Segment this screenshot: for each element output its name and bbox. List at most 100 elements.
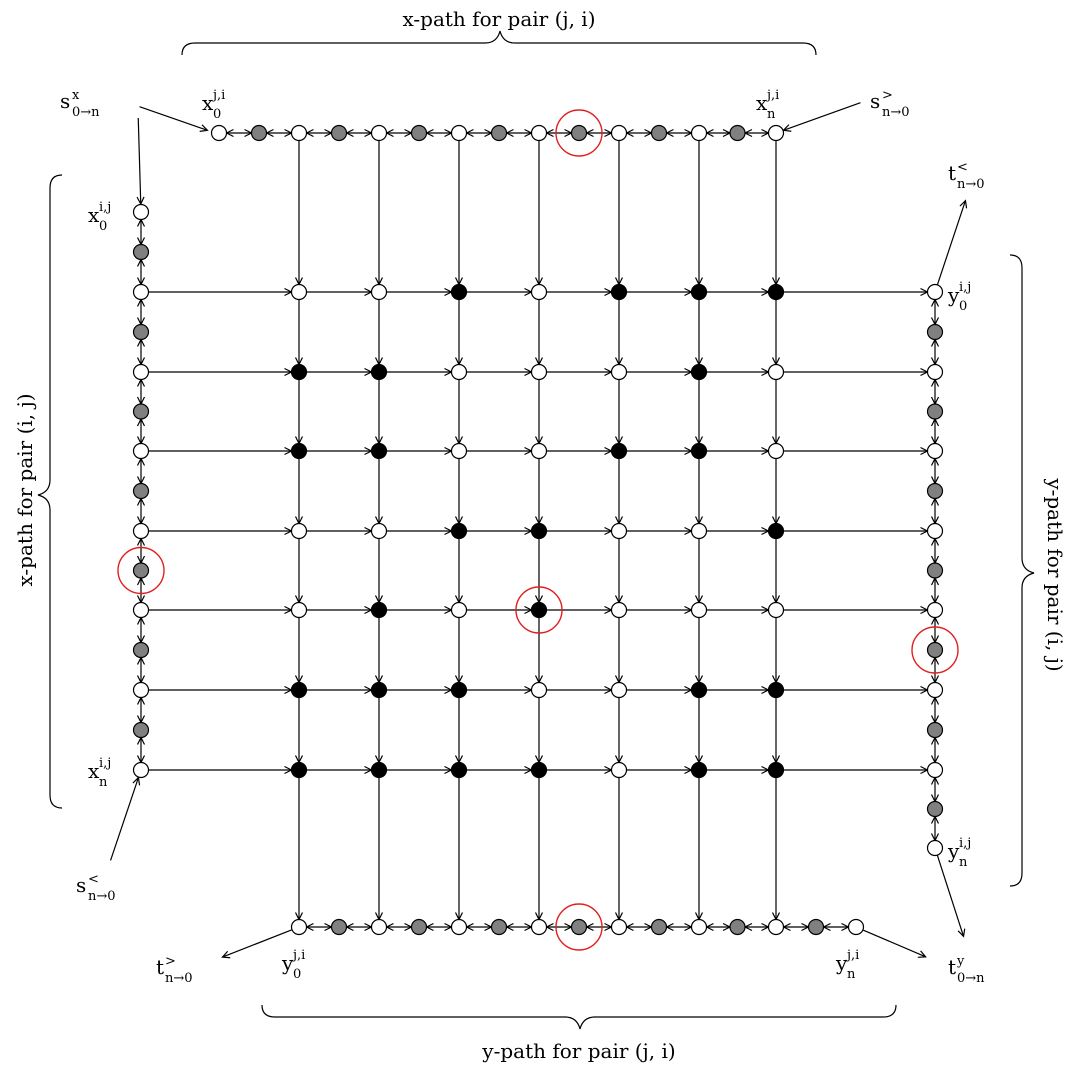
bottom-path-node-3 [530,918,548,936]
grid-node-r0-c1 [370,283,388,301]
svg-text:0: 0 [959,299,967,314]
svg-text:n→0: n→0 [165,971,193,986]
svg-text:n: n [767,107,776,122]
left-path-node-3 [132,442,150,460]
svg-text:>: > [165,954,176,969]
right-path-node-5 [926,681,944,699]
grid-node-r6-c3 [530,761,548,779]
right-brace-label: y-path for pair (i, j) [1043,477,1067,671]
svg-text:s: s [76,873,86,897]
svg-text:n→0: n→0 [88,889,116,904]
arrow-t-gt-n-to-0-head [221,950,231,959]
grid-node-r4-c5 [690,601,708,619]
svg-text:i,j: i,j [959,280,971,295]
grid-node-r1-c2 [450,363,468,381]
svg-text:n: n [99,775,108,790]
arrow-t-gt-n-to-0 [222,929,292,958]
svg-text:x: x [202,91,214,115]
grid-node-r3-c1 [370,522,388,540]
top-path-gray-node-1 [330,124,348,142]
right-path-gray-node-0 [926,323,944,341]
svg-text:0: 0 [293,967,301,982]
top-path-gray-node-6 [729,124,746,142]
grid-node-r5-c1 [370,681,388,699]
top-path-node-0 [210,124,228,142]
arrow-s-x-to-x0-ji [139,106,208,131]
grid-node-r4-c1 [370,601,388,619]
terminal-label-t-y-0-to-n: t y 0→n [948,954,985,986]
svg-text:t: t [156,955,164,979]
bottom-path-node-6 [767,918,785,936]
svg-text:t: t [948,161,956,185]
top-path-node-4 [530,124,548,142]
grid-node-r2-c3 [530,442,548,460]
label-y0-ij: y i,j 0 [947,280,971,314]
grid-node-r4-c4 [610,601,628,619]
grid-node-r0-c2 [450,283,468,301]
grid-node-r1-c5 [690,363,708,381]
right-path-node-2 [926,442,944,460]
svg-text:i,j: i,j [99,756,111,771]
top-path-node-7 [767,124,785,142]
top-path-gray-node-5 [650,124,668,142]
grid-node-r2-c1 [370,442,388,460]
right-path-gray-node-4 [926,641,944,659]
svg-text:y: y [947,839,960,863]
svg-text:j,i: j,i [765,88,779,103]
svg-text:y: y [956,954,965,969]
right-path-node-3 [926,522,944,540]
grid-node-r5-c6 [767,681,785,699]
right-path-gray-node-3 [926,562,944,579]
terminal-label-t-gt-n-to-0: t > n→0 [156,954,193,986]
svg-text:x: x [756,91,768,115]
terminal-label-s-gt-n-to-0: s > n→0 [870,88,910,120]
grid-node-r1-c1 [370,363,388,381]
highlight-ring-grid [515,586,563,634]
grid-node-r6-c1 [370,761,388,779]
svg-text:y: y [947,283,960,307]
svg-text:j,i: j,i [211,88,225,103]
right-path-gray-node-2 [926,482,944,500]
bottom-path-node-7 [847,918,865,936]
left-path-gray-node-3 [132,482,150,500]
arrow-s-gt-n-to-0 [783,102,861,131]
grid-node-r5-c2 [450,681,468,699]
svg-text:x: x [88,203,100,227]
svg-text:s: s [870,89,880,113]
left-path-node-0 [132,203,150,221]
svg-text:j,i: j,i [845,948,859,963]
grid-node-r0-c6 [767,283,785,301]
svg-text:t: t [948,955,956,979]
bottom-path-gray-node-3 [570,918,588,936]
top-brace [181,30,817,56]
left-path-node-4 [132,522,150,540]
left-path-gray-node-1 [132,323,150,341]
grid-node-r6-c5 [690,761,708,779]
label-y0-ji: y j,i 0 [281,948,305,982]
left-path-gray-node-5 [132,641,150,659]
grid-node-r3-c2 [450,522,468,540]
bottom-path-node-2 [450,918,468,936]
svg-text:y: y [281,951,294,975]
right-path-node-4 [926,601,944,619]
highlight-ring-bottom [555,903,603,951]
left-path-node-7 [132,761,150,779]
grid-node-r4-c3 [530,601,548,619]
grid-node-r2-c6 [767,442,785,460]
grid-node-r6-c2 [450,761,468,779]
top-brace-label: x-path for pair (j, i) [402,7,595,31]
highlight-ring-left [117,546,165,595]
label-xn-ij: x i,j n [88,756,111,790]
svg-text:n→0: n→0 [882,105,910,120]
arrow-t-lt-n-to-0 [936,200,967,285]
grid-node-r0-c0 [290,283,308,301]
left-path-gray-node-6 [132,721,150,739]
grid-node-r6-c6 [767,761,785,779]
bottom-path-gray-node-4 [650,918,668,936]
grid-node-r3-c4 [610,522,628,540]
svg-text:n: n [959,855,968,870]
bottom-path-gray-node-6 [807,918,825,936]
svg-text:<: < [88,872,99,887]
top-path-gray-node-0 [250,124,268,142]
